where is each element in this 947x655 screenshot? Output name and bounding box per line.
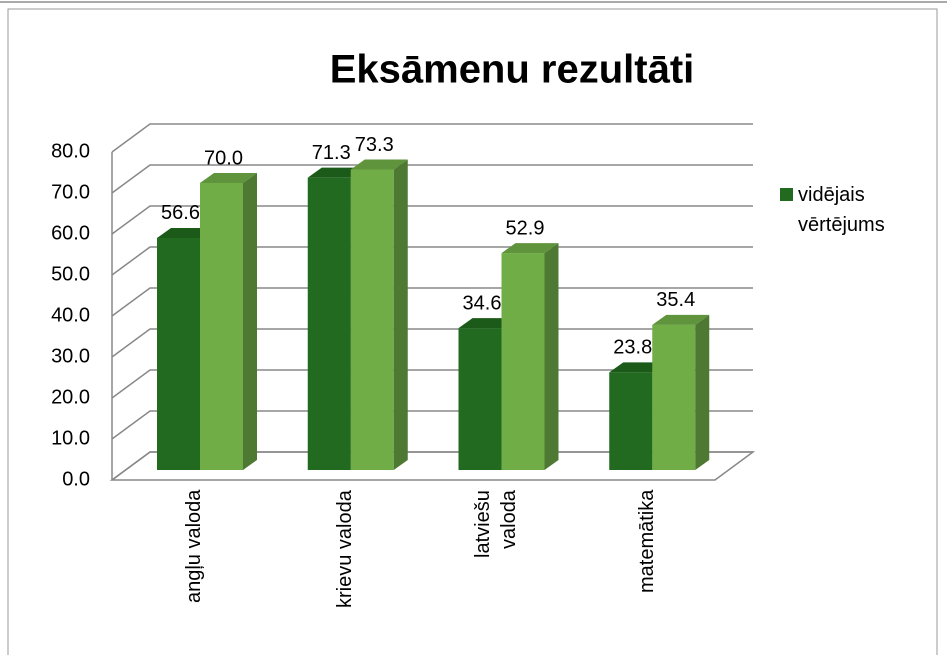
bar-top bbox=[652, 314, 710, 325]
bar-side bbox=[393, 159, 408, 470]
legend: vidējais vērtējums bbox=[780, 180, 938, 240]
bar-top bbox=[307, 167, 365, 178]
grid-line bbox=[111, 164, 753, 194]
x-tick-label: matemātika bbox=[635, 490, 658, 594]
y-tick-label: 80.0 bbox=[51, 140, 90, 162]
data-label: 56.6 bbox=[161, 202, 200, 224]
y-tick-label: 40.0 bbox=[51, 304, 90, 326]
bar-side bbox=[243, 173, 257, 470]
chart-title: Eksāmenu rezultāti bbox=[330, 48, 695, 92]
bar-side bbox=[695, 314, 710, 470]
data-label: 52.9 bbox=[506, 217, 545, 239]
bar-front bbox=[157, 237, 200, 470]
y-tick-label: 60.0 bbox=[51, 222, 90, 244]
bar-front bbox=[652, 324, 696, 470]
bar-top bbox=[200, 173, 257, 183]
bar-top bbox=[609, 362, 667, 373]
x-tick-label: angļu valoda bbox=[183, 490, 206, 604]
legend-swatch bbox=[780, 188, 793, 201]
legend-label: vidējais vērtējums bbox=[798, 184, 885, 236]
y-tick-label: 30.0 bbox=[51, 345, 90, 367]
grid-line bbox=[111, 205, 753, 235]
y-tick-label: 20.0 bbox=[51, 386, 90, 408]
bar-front bbox=[200, 183, 243, 470]
bar-top bbox=[350, 159, 408, 170]
bar-front bbox=[307, 177, 351, 471]
data-label: 73.3 bbox=[355, 134, 394, 156]
bar-front bbox=[609, 372, 653, 470]
x-tick-label: krievu valoda bbox=[334, 490, 357, 608]
data-label: 23.8 bbox=[613, 337, 652, 359]
y-tick-label: 10.0 bbox=[51, 427, 90, 449]
y-tick-label: 70.0 bbox=[51, 181, 90, 203]
frame bbox=[7, 8, 938, 655]
data-label: 71.3 bbox=[312, 142, 351, 164]
bar-front bbox=[458, 328, 502, 470]
bar-side bbox=[544, 243, 559, 470]
bar-top bbox=[157, 227, 214, 238]
bar-top bbox=[501, 243, 559, 254]
bar-front bbox=[501, 253, 545, 470]
bar-top bbox=[458, 318, 516, 329]
x-tick-label: latviešu valoda bbox=[471, 490, 520, 558]
data-label: 70.0 bbox=[204, 147, 243, 169]
data-label: 34.6 bbox=[463, 292, 502, 314]
y-tick-label: 0.0 bbox=[62, 468, 90, 490]
data-label: 35.4 bbox=[656, 289, 695, 311]
grid-line bbox=[111, 123, 753, 153]
bar-front bbox=[350, 169, 394, 470]
y-tick-label: 50.0 bbox=[51, 263, 90, 285]
